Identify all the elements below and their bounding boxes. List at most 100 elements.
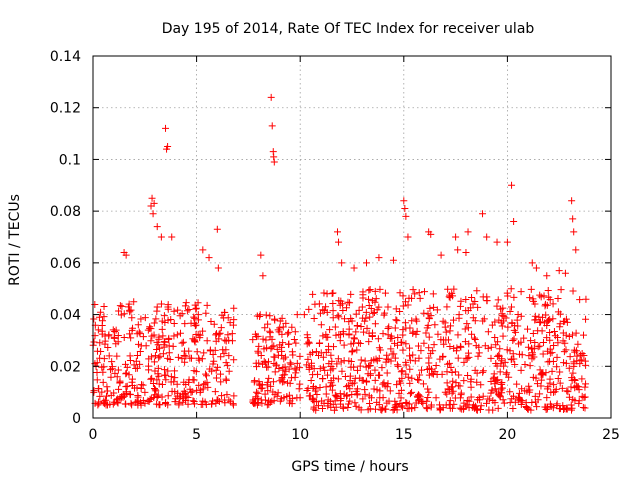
data-point (488, 386, 496, 394)
data-point (195, 354, 203, 362)
data-point (417, 347, 425, 355)
data-point (391, 324, 399, 332)
data-point (223, 361, 231, 369)
data-point (191, 314, 199, 322)
data-point (172, 395, 180, 403)
plot-area-frame (92, 55, 612, 419)
data-point (362, 377, 370, 385)
data-point (427, 230, 435, 238)
data-point (383, 369, 391, 377)
data-point (119, 391, 127, 399)
y-tick-labels: 0 0.02 0.04 0.06 0.08 0.1 0.12 0.14 (50, 49, 81, 427)
data-point (225, 352, 233, 360)
data-point (432, 362, 440, 370)
data-point (373, 398, 381, 406)
data-point (365, 329, 373, 337)
data-point (203, 301, 211, 309)
data-point (418, 398, 426, 406)
data-point (446, 342, 454, 350)
data-point (574, 383, 582, 391)
data-point (122, 400, 130, 408)
data-point (528, 355, 536, 363)
data-point (187, 354, 195, 362)
data-point (305, 338, 313, 346)
data-point (113, 352, 121, 360)
data-point (108, 358, 116, 366)
data-point (425, 344, 433, 352)
data-point (396, 307, 404, 315)
data-point (252, 359, 260, 367)
y-tick-label: 0.08 (50, 204, 81, 220)
data-point (139, 381, 147, 389)
x-tick-label: 15 (395, 427, 413, 443)
data-point (580, 331, 588, 339)
data-point (384, 380, 392, 388)
data-point (334, 312, 342, 320)
data-point (564, 388, 572, 396)
data-point (174, 353, 182, 361)
data-point (366, 313, 374, 321)
data-point (568, 197, 576, 205)
data-point (157, 233, 165, 241)
data-point (423, 405, 431, 413)
data-point (145, 366, 153, 374)
data-point (362, 308, 370, 316)
data-point (181, 302, 189, 310)
data-point (566, 353, 574, 361)
data-point (559, 329, 567, 337)
data-point (128, 314, 136, 322)
data-point (560, 348, 568, 356)
data-point (493, 302, 501, 310)
data-point (554, 374, 562, 382)
data-point (285, 365, 293, 373)
data-point (554, 294, 562, 302)
data-point (474, 303, 482, 311)
data-point (536, 319, 544, 327)
data-point (320, 289, 328, 297)
data-point (533, 380, 541, 388)
data-point (151, 386, 159, 394)
data-point (398, 374, 406, 382)
data-point (319, 405, 327, 413)
data-point (153, 376, 161, 384)
data-point (576, 296, 584, 304)
data-point (280, 355, 288, 363)
data-point (145, 355, 153, 363)
data-point (115, 385, 123, 393)
data-point (456, 394, 464, 402)
data-point (230, 356, 238, 364)
data-point (116, 394, 124, 402)
data-point (291, 364, 299, 372)
data-point (223, 391, 231, 399)
data-point (329, 314, 337, 322)
data-point (477, 381, 485, 389)
data-point (538, 327, 546, 335)
data-point (252, 388, 260, 396)
data-point (524, 343, 532, 351)
data-point (296, 394, 304, 402)
data-point (399, 292, 407, 300)
data-point (171, 367, 179, 375)
data-point (439, 404, 447, 412)
data-point (402, 212, 410, 220)
data-point (330, 374, 338, 382)
data-point (436, 401, 444, 409)
data-point (354, 366, 362, 374)
data-point (217, 378, 225, 386)
data-point (468, 293, 476, 301)
data-point (135, 340, 143, 348)
data-point (279, 366, 287, 374)
data-point (391, 401, 399, 409)
data-point (510, 335, 518, 343)
data-point (95, 385, 103, 393)
data-point (280, 394, 288, 402)
data-point (263, 381, 271, 389)
data-point (541, 300, 549, 308)
data-point (123, 363, 131, 371)
data-point (270, 353, 278, 361)
data-point (212, 399, 220, 407)
data-point (543, 394, 551, 402)
data-point (375, 344, 383, 352)
data-point (228, 330, 236, 338)
data-point (307, 359, 315, 367)
